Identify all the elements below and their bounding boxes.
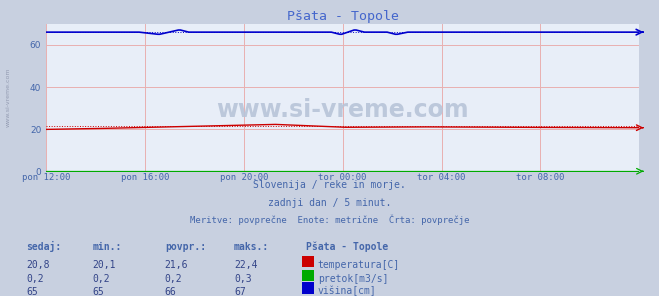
- Text: 21,6: 21,6: [165, 260, 188, 270]
- Text: 67: 67: [234, 287, 246, 296]
- Text: 0,2: 0,2: [26, 274, 44, 284]
- Text: 20,1: 20,1: [92, 260, 116, 270]
- Text: 22,4: 22,4: [234, 260, 258, 270]
- Text: 66: 66: [165, 287, 177, 296]
- Text: povpr.:: povpr.:: [165, 242, 206, 252]
- Text: 0,2: 0,2: [165, 274, 183, 284]
- Text: višina[cm]: višina[cm]: [318, 286, 376, 296]
- Text: 65: 65: [26, 287, 38, 296]
- Text: sedaj:: sedaj:: [26, 241, 61, 252]
- Text: temperatura[C]: temperatura[C]: [318, 260, 400, 270]
- Text: www.si-vreme.com: www.si-vreme.com: [216, 97, 469, 122]
- Text: pretok[m3/s]: pretok[m3/s]: [318, 274, 388, 284]
- Text: www.si-vreme.com: www.si-vreme.com: [6, 68, 11, 128]
- Text: 0,3: 0,3: [234, 274, 252, 284]
- Text: Pšata - Topole: Pšata - Topole: [306, 242, 389, 252]
- Text: min.:: min.:: [92, 242, 122, 252]
- Title: Pšata - Topole: Pšata - Topole: [287, 9, 399, 22]
- Text: 65: 65: [92, 287, 104, 296]
- Text: maks.:: maks.:: [234, 242, 269, 252]
- Text: Slovenija / reke in morje.: Slovenija / reke in morje.: [253, 180, 406, 190]
- Text: 20,8: 20,8: [26, 260, 50, 270]
- Text: zadnji dan / 5 minut.: zadnji dan / 5 minut.: [268, 198, 391, 208]
- Text: 0,2: 0,2: [92, 274, 110, 284]
- Text: Meritve: povprečne  Enote: metrične  Črta: povprečje: Meritve: povprečne Enote: metrične Črta:…: [190, 215, 469, 226]
